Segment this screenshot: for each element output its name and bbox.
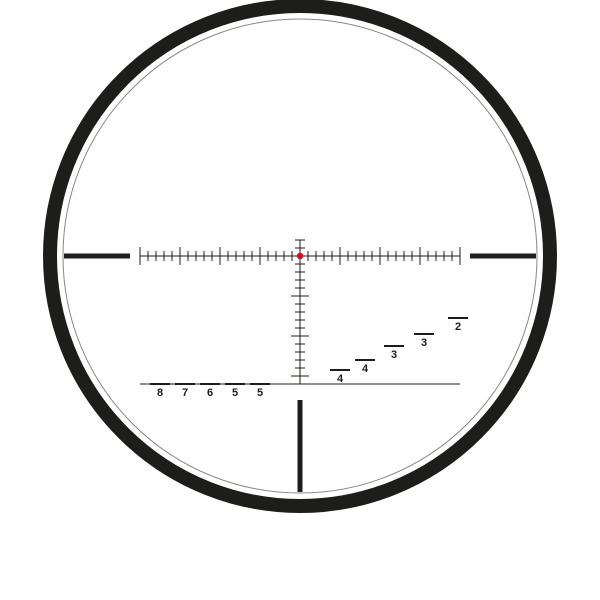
ranging-label: 6 xyxy=(207,387,213,399)
ranging-label: 3 xyxy=(391,349,397,361)
ranging-label: 8 xyxy=(157,387,163,399)
ranging-label: 5 xyxy=(232,387,238,399)
center-dot xyxy=(297,253,303,259)
ranging-label: 3 xyxy=(421,337,427,349)
reticle-diagram: 8 7 6 5 5 4 4 3 3 2 xyxy=(0,0,600,600)
ranging-label: 4 xyxy=(337,373,344,385)
ranging-label: 4 xyxy=(362,363,369,375)
ranging-label: 2 xyxy=(455,321,461,333)
ranging-label: 7 xyxy=(182,387,188,399)
ranging-label: 5 xyxy=(257,387,263,399)
